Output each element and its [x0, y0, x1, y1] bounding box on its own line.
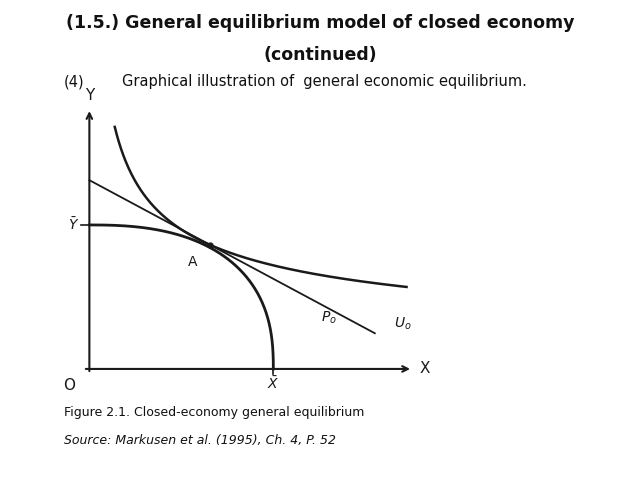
Text: O: O — [63, 378, 75, 393]
Text: (continued): (continued) — [263, 46, 377, 63]
Text: (1.5.) General equilibrium model of closed economy: (1.5.) General equilibrium model of clos… — [66, 14, 574, 33]
Text: $\bar{Y}$: $\bar{Y}$ — [68, 216, 80, 233]
Text: Figure 2.1. Closed-economy general equilibrium: Figure 2.1. Closed-economy general equil… — [64, 406, 364, 419]
Text: (4): (4) — [64, 74, 84, 89]
Text: Y: Y — [84, 88, 94, 103]
Text: $P_o$: $P_o$ — [321, 310, 337, 326]
Text: Source: Markusen et al. (1995), Ch. 4, P. 52: Source: Markusen et al. (1995), Ch. 4, P… — [64, 434, 336, 447]
Text: $U_o$: $U_o$ — [394, 316, 412, 333]
Text: Graphical illustration of  general economic equilibrium.: Graphical illustration of general econom… — [122, 74, 527, 89]
Text: X: X — [419, 361, 429, 376]
Text: $\bar{X}$: $\bar{X}$ — [267, 375, 280, 392]
Text: A: A — [188, 255, 197, 269]
